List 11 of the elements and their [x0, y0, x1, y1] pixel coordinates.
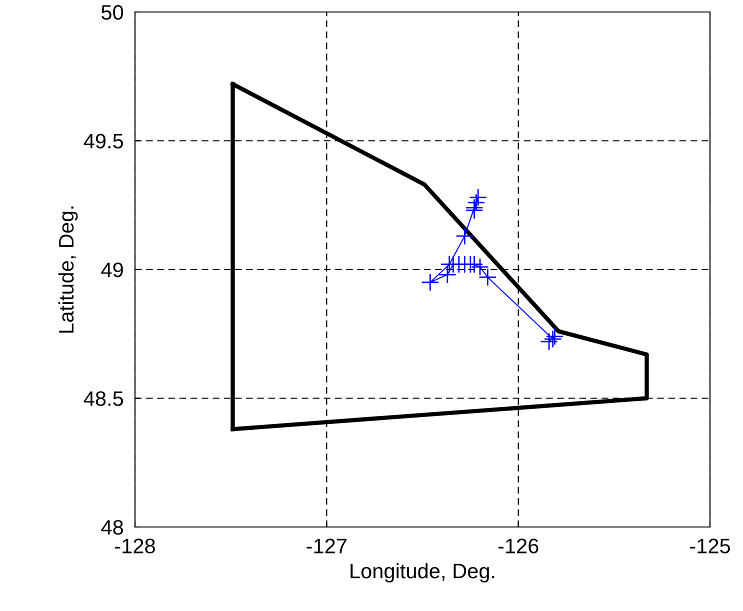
x-tick-label: -128: [115, 538, 155, 554]
y-axis-title: Latitude, Deg.: [58, 206, 78, 333]
y-tick-label: 49.5: [84, 134, 124, 149]
x-tick-label: -127: [306, 538, 346, 554]
x-axis-title: Longitude, Deg.: [350, 563, 494, 583]
x-tick-label: -125: [690, 538, 730, 554]
y-tick-label: 49: [101, 262, 123, 278]
y-tick-label: 48: [101, 520, 123, 535]
y-tick-label: 50: [102, 5, 124, 20]
x-tick-label: -126: [498, 538, 538, 554]
y-tick-label: 48.5: [84, 391, 124, 406]
